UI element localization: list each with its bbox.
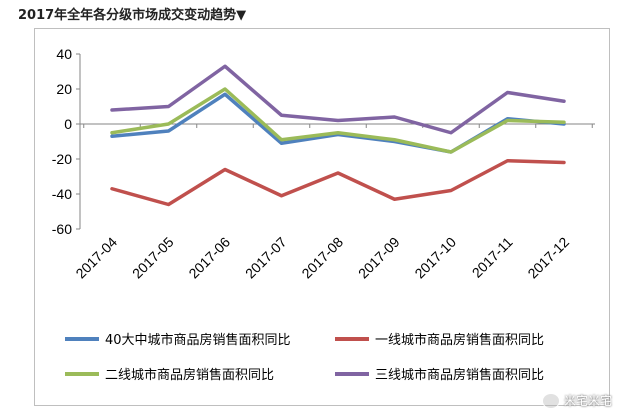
x-tick-label: 2017-10 (411, 234, 459, 282)
page-title: 2017年全年各分级市场成交变动趋势▼ (18, 8, 247, 23)
chart-frame: 40 20 0 -20 -40 -60 2017-04 2017-05 2017-06 2017-… (34, 28, 610, 406)
legend-label-1: 一线城市商品房销售面积同比 (375, 332, 544, 348)
y-tick-label: -60 (52, 221, 72, 237)
watermark: 米宅米宅 (541, 392, 612, 409)
watermark-text: 米宅米宅 (563, 394, 612, 408)
legend-label-2: 二线城市商品房销售面积同比 (105, 367, 274, 383)
series-line-3 (110, 64, 566, 135)
legend-label-3: 三线城市商品房销售面积同比 (375, 367, 544, 383)
x-tick-label: 2017-04 (72, 234, 120, 282)
x-tick-label: 2017-08 (298, 234, 346, 282)
x-tick-label: 2017-11 (469, 234, 516, 281)
series-line-2 (110, 87, 566, 154)
x-tick-label: 2017-09 (355, 234, 403, 282)
y-tick-label: 20 (56, 81, 72, 97)
wechat-icon (541, 392, 560, 409)
y-tick-label: 0 (64, 116, 72, 132)
y-tick-label: -40 (52, 186, 72, 202)
y-tick-label: 40 (56, 46, 72, 62)
x-tick-label: 2017-05 (129, 234, 177, 282)
x-tick-label: 2017-07 (242, 234, 290, 282)
y-tick-label: -20 (52, 151, 72, 167)
x-tick-label: 2017-12 (524, 234, 572, 282)
legend-label-0: 40大中城市商品房销售面积同比 (105, 332, 291, 348)
series-line-1 (110, 159, 566, 207)
x-tick-label: 2017-06 (185, 234, 233, 282)
series-line-0 (110, 92, 566, 154)
